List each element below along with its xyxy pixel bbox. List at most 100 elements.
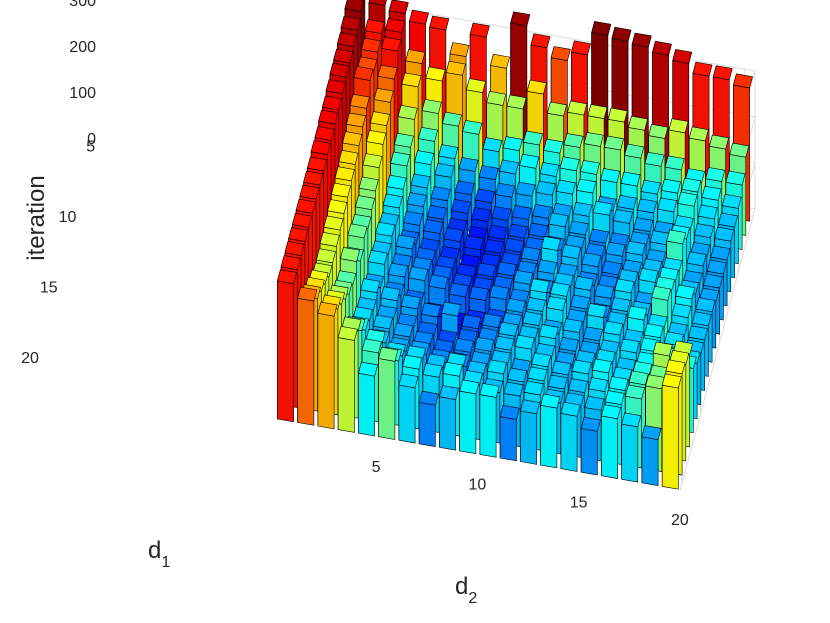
bar-face-top xyxy=(665,359,686,375)
bar-face-top xyxy=(568,378,588,394)
bar-face-top xyxy=(721,193,742,209)
bar-face-top xyxy=(390,151,411,167)
bar-face-top xyxy=(388,262,408,278)
bar-face-top xyxy=(592,200,613,216)
bar-face-front xyxy=(337,337,355,433)
bar-face-top xyxy=(729,142,750,158)
bar-d1-20-d2-18 xyxy=(621,412,642,483)
bar-face-top xyxy=(514,334,535,350)
bar-face-top xyxy=(695,297,716,313)
bar-face-top xyxy=(571,359,592,375)
bar-d1-20-d2-14 xyxy=(540,393,561,469)
bar-face-top xyxy=(442,361,463,377)
bar-face-top xyxy=(344,0,365,12)
bar-face-top xyxy=(310,140,331,155)
bar-face-top xyxy=(641,425,662,441)
bar-d1-20-d2-20 xyxy=(661,373,682,490)
bar-face-top xyxy=(604,390,625,406)
bar-face-top xyxy=(616,194,637,210)
bar-d1-20-d2-2 xyxy=(297,286,318,426)
bar-face-top xyxy=(474,336,495,352)
bar-face-top xyxy=(677,191,698,207)
bar-face-top xyxy=(421,302,441,318)
bar-face-top xyxy=(540,393,561,409)
bar-face-top xyxy=(397,104,418,120)
bar-face-top xyxy=(394,132,414,148)
bar-face-top xyxy=(445,60,466,76)
bar-face-top xyxy=(515,181,536,197)
d2-axis-label: d2 xyxy=(455,573,477,607)
bar-face-top xyxy=(318,109,339,125)
bar-face-top xyxy=(506,94,527,110)
bar-face-top xyxy=(572,201,593,217)
bar-face-top xyxy=(709,134,729,150)
bar-face-top xyxy=(495,182,516,198)
bar-face-top xyxy=(560,401,581,417)
bar-face-top xyxy=(463,235,484,251)
bar-face-top xyxy=(587,104,608,119)
d2-axis-label-main: d xyxy=(455,573,468,600)
bar-face-top xyxy=(548,212,569,228)
bar-face-top xyxy=(664,155,685,171)
bar-face-top xyxy=(368,0,387,6)
bar-face-top xyxy=(475,188,495,204)
bar-face-top xyxy=(535,180,556,196)
bar-face-top xyxy=(503,381,524,397)
bar-face-top xyxy=(476,262,497,278)
bar-face-top xyxy=(507,367,528,383)
bar-face-top xyxy=(422,362,443,378)
bar-face-top xyxy=(408,266,429,282)
bar-face-top xyxy=(712,65,733,81)
bar-face-top xyxy=(337,325,358,341)
bar-face-top xyxy=(607,107,628,123)
bar-face-top xyxy=(360,278,381,293)
bar-face-top xyxy=(666,229,687,245)
z-tick-labels: 0 100 200 300 xyxy=(69,0,96,148)
bar-face-front xyxy=(641,436,659,487)
z-tick-label: 0 xyxy=(87,131,96,148)
bar-d1-20-d2-9 xyxy=(439,385,459,451)
bar-face-top xyxy=(661,178,681,194)
bar-face-top xyxy=(367,249,388,265)
bar-face-top xyxy=(362,153,383,169)
bar-face-top xyxy=(502,136,523,152)
bar-face-top xyxy=(562,318,583,334)
bar-face-top xyxy=(643,323,664,339)
bar-face-top xyxy=(625,384,645,400)
bar-face-top xyxy=(600,168,621,183)
bar-face-top xyxy=(373,314,393,330)
bar-face-top xyxy=(706,259,727,275)
bar-face-top xyxy=(448,282,469,298)
bar-face-top xyxy=(346,112,366,128)
bar-face-top xyxy=(410,173,431,189)
bar-face-top xyxy=(355,195,375,211)
bar-face-top xyxy=(307,156,327,172)
bar-face-top xyxy=(652,40,672,56)
bar-face-top xyxy=(645,374,666,390)
d1-axis-label-main: d xyxy=(148,537,161,564)
bar-face-top xyxy=(292,212,312,228)
bar-face-top xyxy=(621,412,642,428)
bar-face-top xyxy=(631,32,652,48)
bar-face-top xyxy=(541,236,561,251)
bar-face-top xyxy=(442,111,462,127)
bar-face-top xyxy=(327,199,348,214)
bar-face-top xyxy=(370,111,390,127)
bar-face-top xyxy=(703,273,723,289)
bar-face-top xyxy=(284,241,305,256)
bar-face-top xyxy=(624,143,645,159)
bar-face-top xyxy=(604,135,624,151)
bar-face-top xyxy=(380,286,401,302)
bar-face-top xyxy=(519,153,540,169)
bar-face-top xyxy=(386,174,407,190)
bar-face-top xyxy=(513,269,534,285)
bar-face-top xyxy=(280,255,301,271)
bar-face-front xyxy=(418,402,436,447)
z-tick-label: 100 xyxy=(69,85,96,102)
bars xyxy=(277,0,753,490)
bar-face-top xyxy=(608,376,629,391)
bar-face-top xyxy=(353,65,374,81)
bar-face-front xyxy=(459,390,477,455)
bar-face-top xyxy=(526,79,547,95)
